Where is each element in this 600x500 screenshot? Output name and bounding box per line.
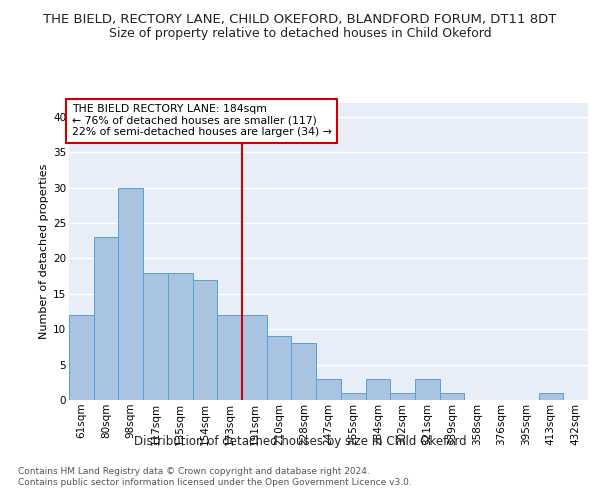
- Y-axis label: Number of detached properties: Number of detached properties: [39, 164, 49, 339]
- Bar: [440, 393, 464, 400]
- Text: Distribution of detached houses by size in Child Okeford: Distribution of detached houses by size …: [134, 435, 466, 448]
- Bar: [242, 315, 267, 400]
- Text: THE BIELD, RECTORY LANE, CHILD OKEFORD, BLANDFORD FORUM, DT11 8DT: THE BIELD, RECTORY LANE, CHILD OKEFORD, …: [43, 12, 557, 26]
- Text: Contains HM Land Registry data © Crown copyright and database right 2024.
Contai: Contains HM Land Registry data © Crown c…: [18, 468, 412, 487]
- Bar: [118, 188, 143, 400]
- Text: THE BIELD RECTORY LANE: 184sqm
← 76% of detached houses are smaller (117)
22% of: THE BIELD RECTORY LANE: 184sqm ← 76% of …: [71, 104, 331, 137]
- Bar: [539, 393, 563, 400]
- Bar: [267, 336, 292, 400]
- Bar: [292, 344, 316, 400]
- Bar: [217, 315, 242, 400]
- Bar: [143, 272, 168, 400]
- Bar: [365, 379, 390, 400]
- Bar: [341, 393, 365, 400]
- Bar: [168, 272, 193, 400]
- Bar: [316, 379, 341, 400]
- Bar: [69, 315, 94, 400]
- Bar: [390, 393, 415, 400]
- Bar: [415, 379, 440, 400]
- Text: Size of property relative to detached houses in Child Okeford: Size of property relative to detached ho…: [109, 28, 491, 40]
- Bar: [94, 237, 118, 400]
- Bar: [193, 280, 217, 400]
